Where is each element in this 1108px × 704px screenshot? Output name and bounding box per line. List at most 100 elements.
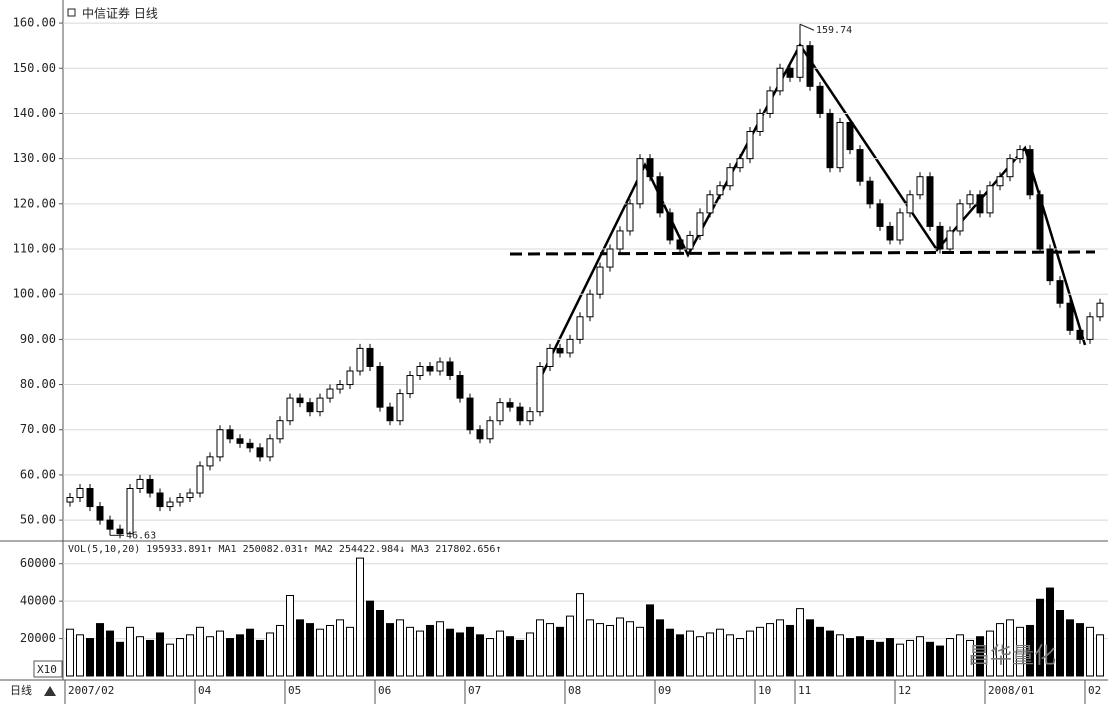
y-tick-label: 110.00	[13, 242, 56, 256]
volume-bar	[236, 634, 244, 677]
candle-body	[186, 492, 194, 499]
volume-bar	[256, 639, 264, 677]
volume-bar	[946, 638, 954, 677]
volume-bar	[86, 638, 94, 677]
volume-bar	[106, 630, 114, 677]
volume-bar	[996, 623, 1004, 677]
y-tick-label: 70.00	[20, 422, 56, 436]
annotation-leader	[799, 23, 815, 31]
volume-bar	[186, 634, 194, 677]
candle-body	[1086, 316, 1094, 340]
candle-body	[1056, 280, 1064, 304]
volume-bar	[826, 630, 834, 677]
y-tick-label: 20000	[20, 631, 56, 645]
volume-bar	[306, 623, 314, 677]
volume-bar	[656, 619, 664, 677]
candle-body	[1046, 248, 1054, 282]
candle-body	[956, 203, 964, 232]
candle-body	[116, 528, 124, 535]
volume-bar	[456, 632, 464, 677]
volume-bar	[196, 626, 204, 677]
volume-bar	[146, 639, 154, 677]
candle-body	[486, 420, 494, 440]
y-tick-label: 140.00	[13, 106, 56, 120]
volume-bar	[376, 610, 384, 677]
volume-bar	[76, 634, 84, 677]
volume-bar	[886, 638, 894, 677]
volume-bar	[896, 643, 904, 677]
candle-body	[936, 225, 944, 250]
candle-body	[816, 85, 824, 114]
volume-bar	[936, 645, 944, 677]
candle-body	[776, 67, 784, 92]
volume-bar	[226, 638, 234, 677]
candle-body	[436, 361, 444, 372]
candle-body	[1066, 302, 1074, 331]
period-label: 日线	[10, 683, 32, 697]
scale-label: X10	[37, 663, 57, 676]
volume-bar	[436, 621, 444, 677]
candle-body	[836, 121, 844, 169]
scale-box	[33, 660, 63, 678]
volume-bar	[136, 636, 144, 677]
volume-bar	[476, 634, 484, 677]
candle-body	[856, 149, 864, 182]
candle-body	[176, 497, 184, 503]
volume-bar	[806, 619, 814, 677]
candle-body	[306, 402, 314, 413]
candle-body	[576, 316, 584, 340]
volume-header: VOL(5,10,20) 195933.891↑ MA1 250082.031↑…	[68, 544, 501, 555]
candle-body	[556, 347, 564, 354]
volume-bar	[286, 595, 294, 677]
candle-body	[906, 194, 914, 214]
candle-body	[1036, 194, 1044, 250]
volume-bar	[716, 628, 724, 677]
volume-bar	[1066, 619, 1074, 677]
candle-body	[546, 347, 554, 367]
candle-body	[206, 456, 214, 467]
candle-body	[706, 194, 714, 214]
x-tick-label: 08	[568, 684, 581, 697]
volume-bar	[116, 641, 124, 677]
candle-body	[146, 478, 154, 494]
candle-body	[566, 338, 574, 354]
candle-body	[446, 361, 454, 377]
candle-body	[266, 438, 274, 458]
y-tick-label: 100.00	[13, 287, 56, 301]
volume-bar	[516, 639, 524, 677]
candle-body	[806, 45, 814, 87]
volume-bar	[506, 636, 514, 677]
volume-bar	[126, 626, 134, 677]
candle-body	[846, 121, 854, 151]
candle-body	[626, 203, 634, 232]
volume-bar	[156, 632, 164, 677]
volume-bar	[606, 624, 614, 677]
candle-body	[946, 230, 954, 250]
volume-bar	[366, 600, 374, 677]
candle-body	[416, 365, 424, 377]
volume-bar	[556, 626, 564, 677]
volume-bar	[406, 626, 414, 677]
volume-bar	[346, 626, 354, 677]
x-tick-label: 02	[1088, 684, 1101, 697]
volume-bar	[1016, 626, 1024, 677]
volume-bar	[1076, 623, 1084, 677]
volume-bar	[646, 604, 654, 677]
y-tick-label: 90.00	[20, 332, 56, 346]
volume-bar	[66, 628, 74, 677]
candle-body	[326, 388, 334, 399]
candle-body	[106, 519, 114, 530]
volume-bar	[616, 617, 624, 677]
volume-bar	[1056, 610, 1064, 677]
candle-body	[646, 158, 654, 178]
candle-body	[126, 487, 134, 535]
candle-body	[586, 293, 594, 318]
volume-bar	[856, 636, 864, 677]
candle-body	[426, 365, 434, 372]
volume-bar	[836, 634, 844, 677]
volume-bar	[986, 630, 994, 677]
x-tick-label: 12	[898, 684, 911, 697]
candle-body	[996, 176, 1004, 187]
candle-body	[896, 212, 904, 241]
